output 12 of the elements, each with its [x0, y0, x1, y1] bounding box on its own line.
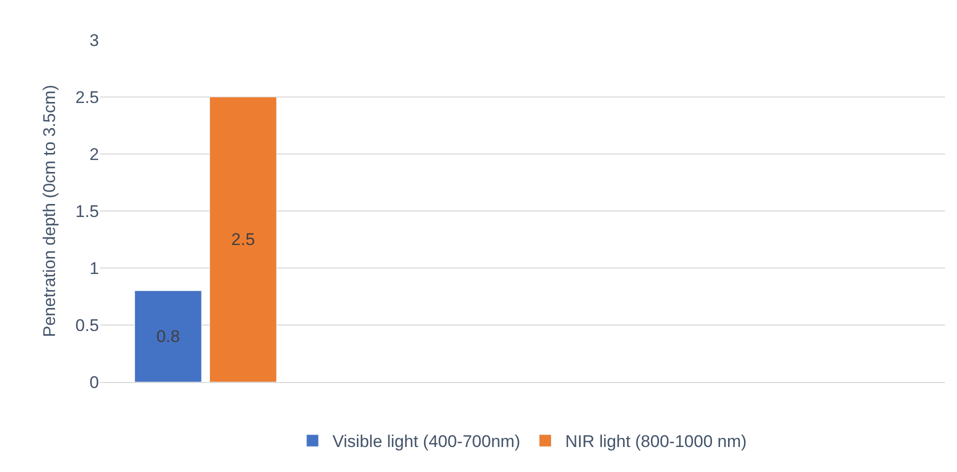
y-tick-label: 1.5 — [75, 202, 99, 221]
y-axis-title: Penetration depth (0cm to 3.5cm) — [40, 84, 59, 338]
y-tick-label: 1 — [90, 258, 99, 278]
legend-label: NIR light (800-1000 nm) — [565, 432, 747, 452]
data-label: 2.5 — [231, 230, 255, 249]
y-tick-label: 3 — [90, 30, 99, 50]
y-tick-label: 0.5 — [75, 316, 99, 335]
data-label: 0.8 — [156, 326, 180, 346]
legend-label: Visible light (400-700nm) — [332, 432, 520, 452]
y-tick-label: 2.5 — [75, 88, 99, 107]
y-tick-label: 2 — [90, 144, 99, 164]
y-tick-label: 0 — [90, 372, 99, 392]
